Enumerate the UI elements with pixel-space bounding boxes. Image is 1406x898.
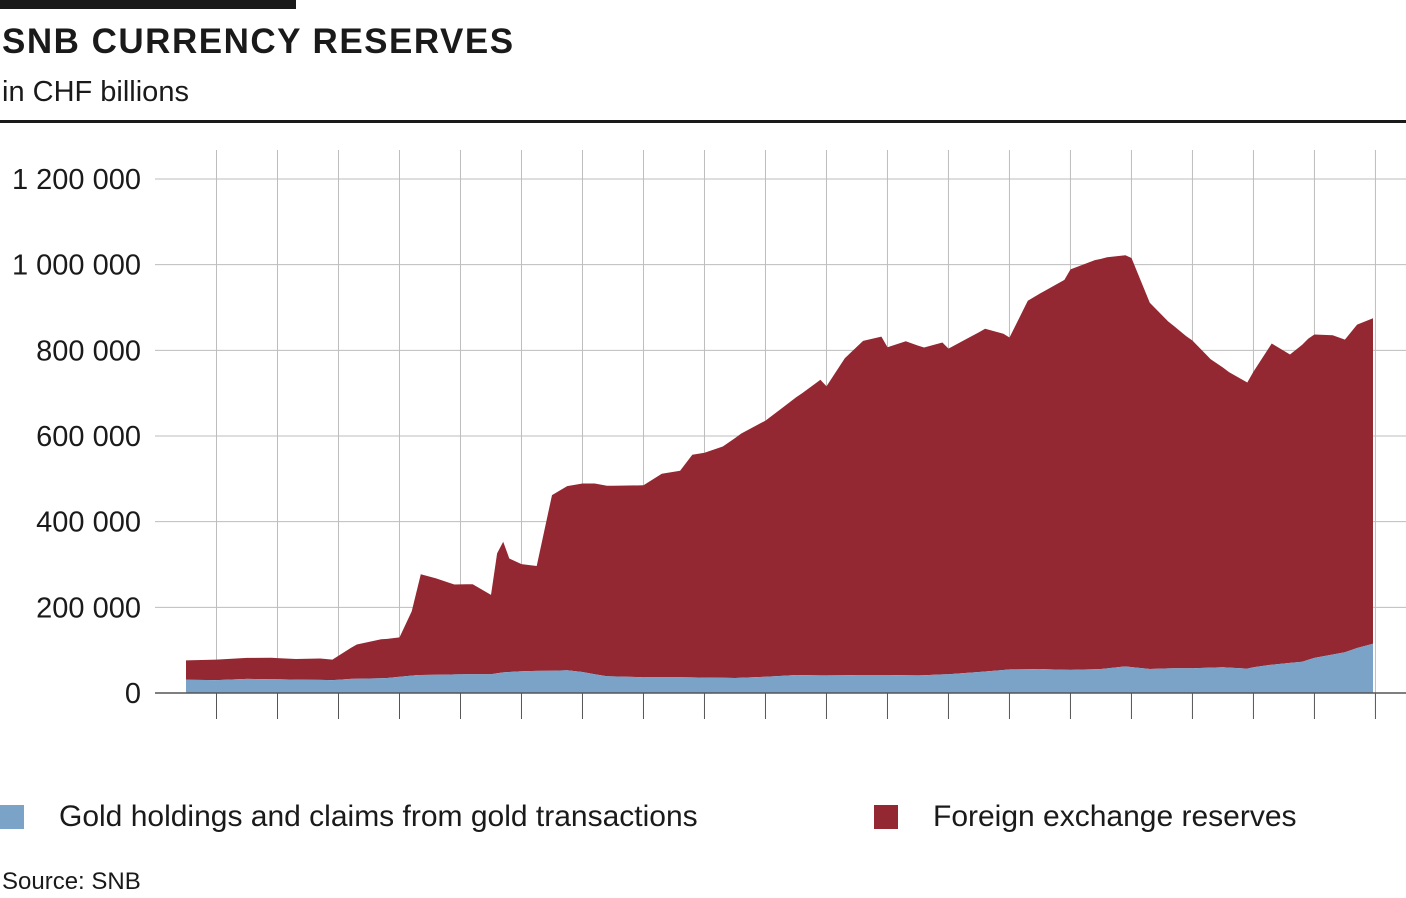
- y-tick-label: 600 000: [36, 421, 141, 453]
- legend-label-fx: Foreign exchange reserves: [933, 800, 1297, 833]
- legend-item-fx: Foreign exchange reserves: [874, 800, 1297, 834]
- chart-subtitle: in CHF billions: [2, 76, 189, 108]
- header-divider: [0, 120, 1406, 123]
- chart-area: 0 200 000 400 000 600 000 800 000 1 000 000 1 …: [12, 150, 1406, 719]
- legend-item-gold: Gold holdings and claims from gold trans…: [0, 800, 698, 834]
- header-accent-bar: [0, 0, 296, 9]
- y-tick-label: 0: [125, 678, 141, 710]
- legend-swatch-gold: [0, 805, 24, 829]
- chart-title: SNB CURRENCY RESERVES: [2, 22, 515, 61]
- legend-swatch-fx: [874, 805, 898, 829]
- series-areas: [186, 255, 1373, 693]
- series-area-fx: [186, 255, 1373, 681]
- axes: [155, 692, 1406, 719]
- y-tick-label: 200 000: [36, 592, 141, 624]
- y-tick-label: 1 000 000: [12, 250, 141, 282]
- legend-label-gold: Gold holdings and claims from gold trans…: [59, 800, 698, 833]
- series-area-gold: [186, 643, 1373, 693]
- source-note: Source: SNB: [2, 868, 141, 895]
- y-tick-label: 400 000: [36, 507, 141, 539]
- y-tick-label: 800 000: [36, 335, 141, 367]
- y-tick-label: 1 200 000: [12, 164, 141, 196]
- y-tick-labels: 0 200 000 400 000 600 000 800 000 1 000 000 1 …: [12, 164, 141, 710]
